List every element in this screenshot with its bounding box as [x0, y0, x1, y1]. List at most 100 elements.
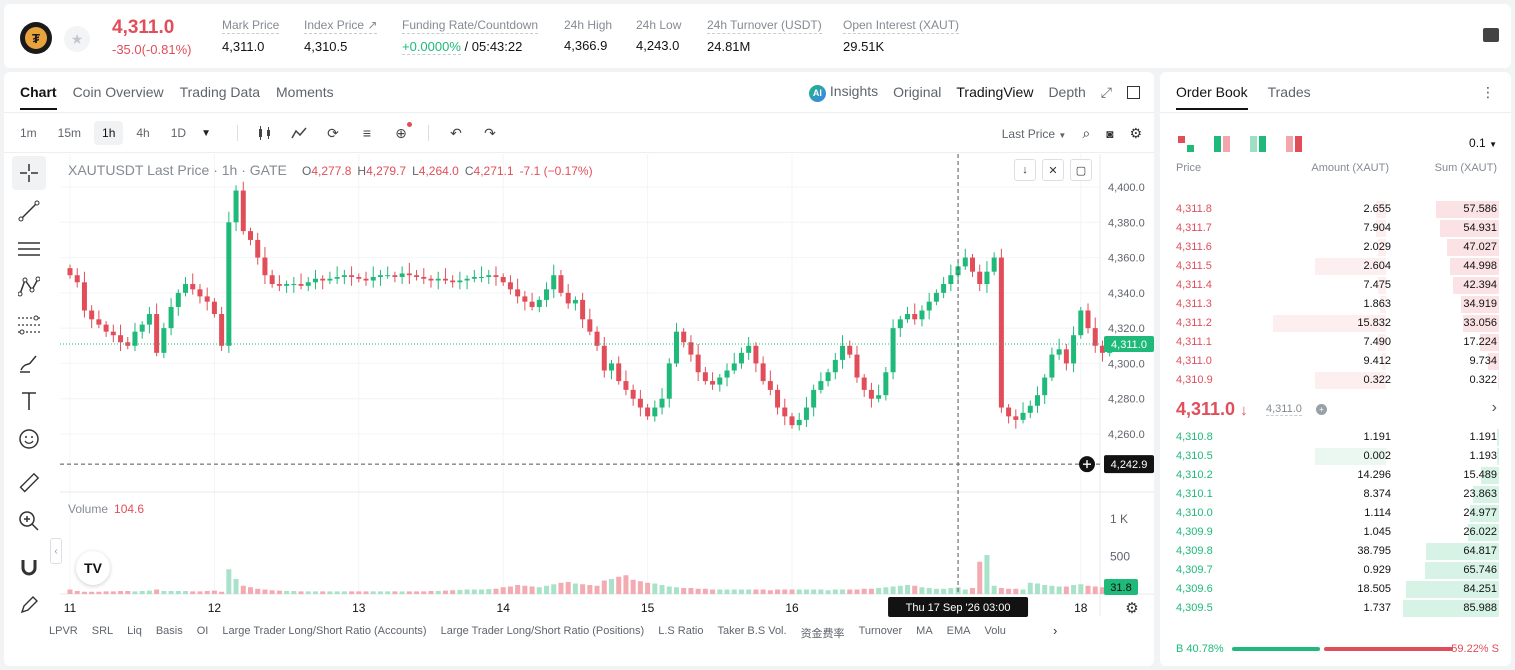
templates-icon[interactable]: ≡	[362, 125, 372, 141]
tab-chart[interactable]: Chart	[20, 84, 57, 110]
undo-icon[interactable]: ↶	[450, 124, 462, 141]
add-indicator-icon[interactable]: ⊕	[393, 122, 412, 141]
more-icon[interactable]: ⋮	[1481, 84, 1495, 100]
ask-row[interactable]: 4,310.9 0.322 0.322	[1160, 371, 1511, 390]
bid-row[interactable]: 4,309.5 1.737 85.988	[1160, 599, 1511, 618]
ruler-icon[interactable]	[12, 466, 46, 500]
bid-row[interactable]: 4,310.2 14.296 15.489	[1160, 466, 1511, 485]
info-icon[interactable]: +	[1316, 404, 1327, 415]
magnet-icon[interactable]	[12, 550, 46, 584]
tab-trading-data[interactable]: Trading Data	[179, 84, 261, 100]
view-both-icon[interactable]	[1178, 136, 1194, 152]
ask-row[interactable]: 4,311.5 2.604 44.998	[1160, 257, 1511, 276]
bid-row[interactable]: 4,309.8 38.795 64.817	[1160, 542, 1511, 561]
camera-icon[interactable]: ◙	[1106, 126, 1114, 141]
replay-icon[interactable]: ⟳	[327, 124, 339, 141]
ask-row[interactable]: 4,311.0 9.412 9.734	[1160, 352, 1511, 371]
brush-icon[interactable]	[12, 346, 46, 380]
tab-insights[interactable]: AI Insights	[808, 83, 878, 102]
bid-row[interactable]: 4,310.1 8.374 23.863	[1160, 485, 1511, 504]
volume-bar	[1375, 220, 1386, 237]
candle-type-icon[interactable]	[257, 125, 273, 141]
shrink-icon[interactable]: ✕	[1042, 159, 1064, 181]
row-price: 4,311.7	[1176, 222, 1212, 234]
indicator-item[interactable]: SRL	[91, 625, 114, 637]
pencil-lock-icon[interactable]	[12, 588, 46, 622]
collapse-toolbar-icon[interactable]: ‹	[50, 538, 62, 564]
stat-value: 4,310.5	[304, 39, 348, 54]
horizontal-lines-icon[interactable]	[12, 232, 46, 266]
text-tool-icon[interactable]	[12, 384, 46, 418]
tab-tradingview[interactable]: TradingView	[956, 84, 1034, 101]
tf-1d[interactable]: 1D	[170, 126, 187, 140]
expand-icon[interactable]: ⤢	[1100, 83, 1112, 100]
chevron-right-icon[interactable]: ›	[1491, 399, 1497, 416]
view-bids-icon[interactable]	[1250, 136, 1266, 152]
indicator-item[interactable]: Volu	[984, 625, 1006, 637]
crosshair-icon[interactable]	[12, 156, 46, 190]
tf-1h[interactable]: 1h	[94, 121, 124, 145]
gear-icon[interactable]: ⚙	[1129, 125, 1142, 141]
redo-icon[interactable]: ↷	[484, 124, 496, 141]
pattern-icon[interactable]	[12, 270, 46, 304]
bid-row[interactable]: 4,310.5 0.002 1.193	[1160, 447, 1511, 466]
volume-bar	[1379, 296, 1386, 313]
indicator-item[interactable]: Taker B.S Vol.	[717, 625, 787, 637]
window-icon[interactable]	[1127, 85, 1140, 99]
search-icon[interactable]: ⌕	[1082, 125, 1091, 141]
tf-dropdown-icon[interactable]: ▼	[201, 127, 211, 139]
bid-row[interactable]: 4,310.8 1.191 1.191	[1160, 428, 1511, 447]
time-axis-gear-icon[interactable]: ⚙	[1125, 600, 1138, 617]
indicator-item[interactable]: MA	[916, 625, 933, 637]
price-type-select[interactable]: Last Price ▼	[1002, 127, 1067, 141]
ask-row[interactable]: 4,311.8 2.655 57.586	[1160, 200, 1511, 219]
tab-trades[interactable]: Trades	[1267, 84, 1311, 100]
fullscreen-icon[interactable]: ▢	[1070, 159, 1092, 181]
tf-4h[interactable]: 4h	[136, 126, 150, 140]
ask-row[interactable]: 4,311.3 1.863 34.919	[1160, 295, 1511, 314]
bid-row[interactable]: 4,309.7 0.929 65.746	[1160, 561, 1511, 580]
ask-row[interactable]: 4,311.2 15.832 33.056	[1160, 314, 1511, 333]
indicator-item[interactable]: Large Trader Long/Short Ratio (Accounts)	[222, 625, 427, 637]
tf-1m[interactable]: 1m	[20, 126, 37, 140]
price-chart[interactable]: 4,311.0 4,242.9 Thu 17 Sep '26 03:00 4,400.…	[4, 72, 1154, 666]
precision-select[interactable]: 0.1 ▼	[1469, 136, 1497, 150]
stat-index-price[interactable]: Index Price ↗ 4,310.5	[304, 18, 378, 54]
tab-moments[interactable]: Moments	[276, 84, 334, 100]
ask-row[interactable]: 4,311.6 2.029 47.027	[1160, 238, 1511, 257]
candle-body	[905, 314, 911, 320]
ask-row[interactable]: 4,311.4 7.475 42.394	[1160, 276, 1511, 295]
add-alert-icon[interactable]	[1079, 456, 1095, 473]
indicator-item[interactable]: Liq	[127, 625, 142, 637]
book-icon[interactable]	[1483, 28, 1499, 42]
fib-icon[interactable]	[12, 308, 46, 342]
zoom-in-icon[interactable]	[12, 504, 46, 538]
favorite-star-icon[interactable]: ★	[64, 26, 90, 52]
tab-original[interactable]: Original	[893, 84, 942, 101]
chevron-right-icon[interactable]: ›	[1049, 623, 1058, 638]
tf-15m[interactable]: 15m	[57, 126, 82, 140]
indicator-item[interactable]: Large Trader Long/Short Ratio (Positions…	[440, 625, 645, 637]
tab-coin-overview[interactable]: Coin Overview	[72, 84, 164, 100]
emoji-icon[interactable]	[12, 422, 46, 456]
indicator-item[interactable]: EMA	[946, 625, 971, 637]
ask-row[interactable]: 4,311.7 7.904 54.931	[1160, 219, 1511, 238]
indicator-item[interactable]: Basis	[155, 625, 183, 637]
tab-depth[interactable]: Depth	[1048, 84, 1086, 101]
indicators-icon[interactable]	[291, 125, 307, 141]
bid-row[interactable]: 4,310.0 1.114 24.977	[1160, 504, 1511, 523]
bid-row[interactable]: 4,309.6 18.505 84.251	[1160, 580, 1511, 599]
ask-row[interactable]: 4,311.1 7.490 17.224	[1160, 333, 1511, 352]
bid-row[interactable]: 4,309.9 1.045 26.022	[1160, 523, 1511, 542]
tab-order-book[interactable]: Order Book	[1176, 84, 1248, 110]
arrow-down-icon[interactable]: ↓	[1014, 159, 1036, 181]
trend-line-icon[interactable]	[12, 194, 46, 228]
tradingview-logo[interactable]: TV	[76, 551, 110, 585]
indicator-item[interactable]: L.S Ratio	[658, 625, 704, 637]
indicator-item[interactable]: LPVR	[49, 625, 78, 637]
indicator-item[interactable]: OI	[196, 625, 209, 637]
indicator-item[interactable]: Turnover	[858, 625, 903, 637]
view-split-icon[interactable]	[1214, 136, 1230, 152]
indicator-item[interactable]: 资金费率	[800, 628, 845, 640]
view-asks-icon[interactable]	[1286, 136, 1302, 152]
